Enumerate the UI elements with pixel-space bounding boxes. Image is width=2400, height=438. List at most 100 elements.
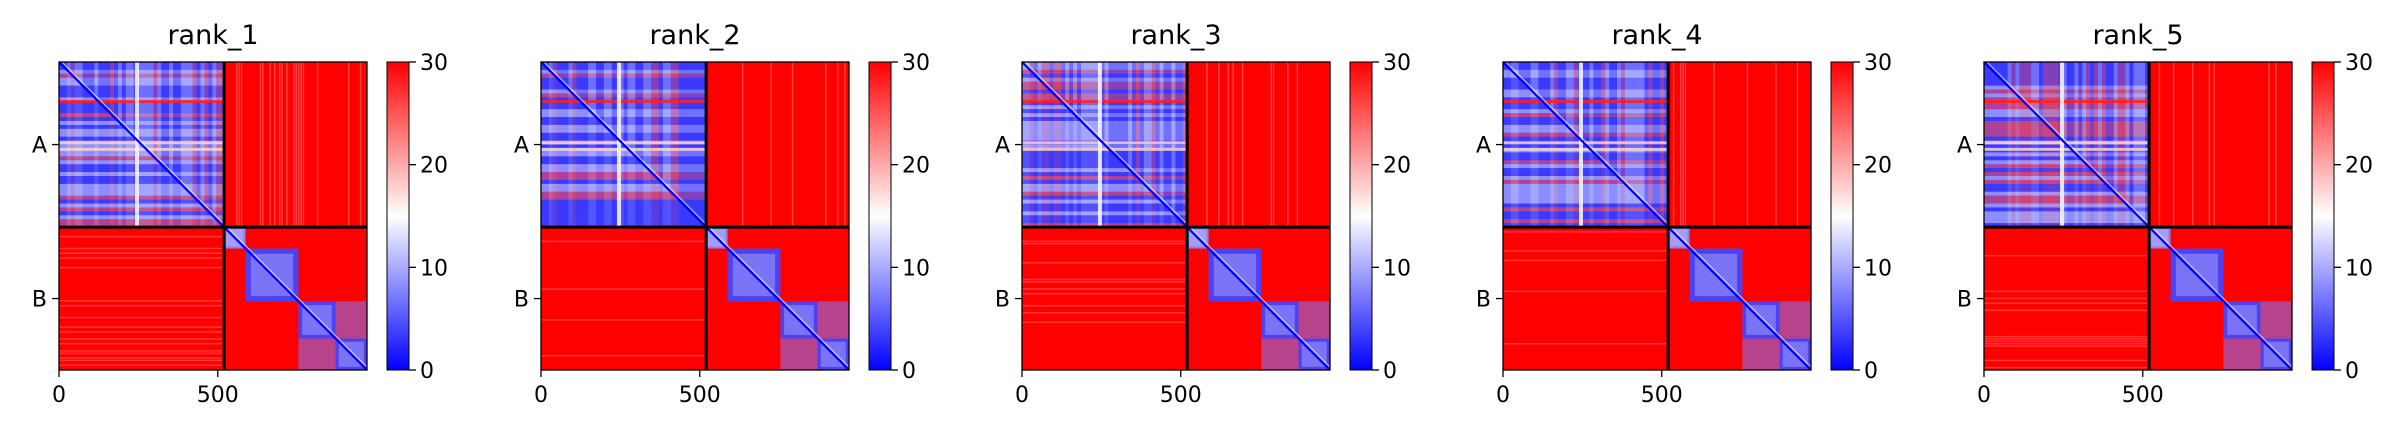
diagonal: [1983, 61, 2293, 371]
interchain-streak: [59, 359, 225, 362]
interchain-streak: [791, 62, 794, 228]
chain-a-line: [134, 62, 139, 228]
chain-a-row: [541, 164, 707, 169]
chain-a-col: [1660, 62, 1665, 228]
chain-a-row: [1022, 132, 1188, 137]
chain-a-row: [1984, 109, 2150, 114]
chain-a-col: [694, 62, 699, 228]
chain-a-row: [541, 93, 707, 98]
chain-a-row: [541, 73, 707, 78]
panel-4: rank_4 A B 0 500 0 10 20 30: [1476, 20, 1892, 408]
chain-a-col: [631, 62, 636, 228]
chain-a-row: [59, 132, 225, 137]
chain-a-row: [541, 132, 707, 137]
chain-a-col: [1664, 62, 1669, 228]
heatmap-frame: [58, 61, 368, 371]
interchain-streak: [1503, 231, 1669, 233]
chain-a-col: [176, 62, 181, 228]
chain-a-row: [541, 109, 707, 114]
chain-a-row: [1503, 128, 1669, 133]
interchain-streak: [1796, 62, 1799, 228]
interchain-streak: [1984, 335, 2150, 338]
chain-a-row: [541, 172, 707, 177]
chain-a-row: [1984, 207, 2150, 212]
x-tick-label: 0: [534, 383, 548, 408]
interchain-streak: [59, 326, 225, 328]
chain-a-row: [541, 69, 707, 74]
interchain-streak: [741, 62, 744, 228]
chain-a-col: [670, 62, 675, 228]
chain-a-col: [2133, 62, 2138, 228]
interchain-streak: [274, 62, 276, 228]
chain-a-col: [2078, 62, 2083, 228]
chain-a-row: [59, 124, 225, 129]
chain-a-row: [541, 77, 707, 82]
interchain-streak: [240, 62, 243, 228]
chain-a-line: [1984, 141, 2150, 145]
chain-a-line: [59, 147, 225, 151]
chain-a-row: [1022, 211, 1188, 216]
y-chain-label: B: [32, 288, 47, 313]
chain-a-col: [647, 62, 652, 228]
y-chain-label: A: [1476, 134, 1491, 159]
interchain-streak: [1022, 321, 1188, 324]
chain-a-row: [1984, 101, 2150, 106]
colorbar-frame: [2311, 61, 2335, 371]
chain-a-line: [1022, 147, 1188, 151]
chain-a-col: [2094, 62, 2099, 228]
chain-a-col: [157, 62, 162, 228]
colorbar-tick-label: 0: [902, 359, 916, 384]
chain-a-row: [1022, 93, 1188, 98]
chain-a-row: [59, 179, 225, 184]
panel-title: rank_2: [649, 20, 740, 51]
interchain-streak: [1022, 281, 1188, 283]
chain-a-row: [541, 156, 707, 161]
interchain-streak: [1206, 62, 1208, 228]
chain-a-col: [1151, 62, 1156, 228]
chain-b-contact: [1298, 301, 1330, 339]
chain-a-row: [1503, 113, 1669, 118]
colorbar-frame: [1349, 61, 1373, 371]
interchain-streak: [59, 300, 225, 302]
chain-a-row: [1503, 172, 1669, 177]
chain-a-line: [1503, 99, 1669, 103]
chain-a-col: [1613, 62, 1618, 228]
chain-a-row: [1984, 176, 2150, 180]
chain-a-col: [208, 62, 213, 228]
interchain-streak: [2213, 62, 2215, 228]
chain-b-contact: [2223, 338, 2261, 370]
chain-a-col: [2086, 62, 2091, 228]
chain-a-col: [2129, 62, 2134, 228]
interchain-streak: [1022, 293, 1188, 295]
chain-a-row: [1503, 187, 1669, 192]
chain-a-col: [2109, 62, 2114, 228]
chain-a-col: [2074, 62, 2079, 228]
colorbar-tick-label: 30: [420, 51, 448, 76]
chain-a-row: [541, 215, 707, 220]
chain-a-row: [1503, 73, 1669, 78]
chain-a-line: [1984, 99, 2150, 103]
y-chain-label: A: [1957, 134, 1972, 159]
colorbar-tick-label: 20: [420, 154, 448, 179]
chain-a-row: [59, 85, 225, 90]
chain-a-col: [2125, 62, 2130, 228]
chain-a-row: [59, 69, 225, 74]
chain-a-row: [59, 195, 225, 200]
chain-a-row: [541, 191, 707, 196]
chain-a-row: [1022, 136, 1188, 141]
chain-a-row: [59, 207, 225, 212]
chain-a-col: [1656, 62, 1661, 228]
x-tick-label: 0: [52, 383, 66, 408]
chain-a-row: [1022, 124, 1188, 129]
chain-a-row: [541, 89, 707, 94]
chain-a-row: [1984, 85, 2150, 90]
chain-a-row: [1984, 117, 2150, 121]
chain-a-row: [541, 207, 707, 212]
chain-a-row: [1984, 187, 2150, 192]
chain-a-row: [541, 179, 707, 184]
chain-a-row: [1984, 172, 2150, 177]
chain-a-col: [192, 62, 197, 228]
colorbar-tick-label: 20: [902, 154, 930, 179]
panel-1: rank_1 A B 0 500 0 10 20 30: [32, 20, 448, 408]
interchain-streak: [1984, 290, 2150, 293]
